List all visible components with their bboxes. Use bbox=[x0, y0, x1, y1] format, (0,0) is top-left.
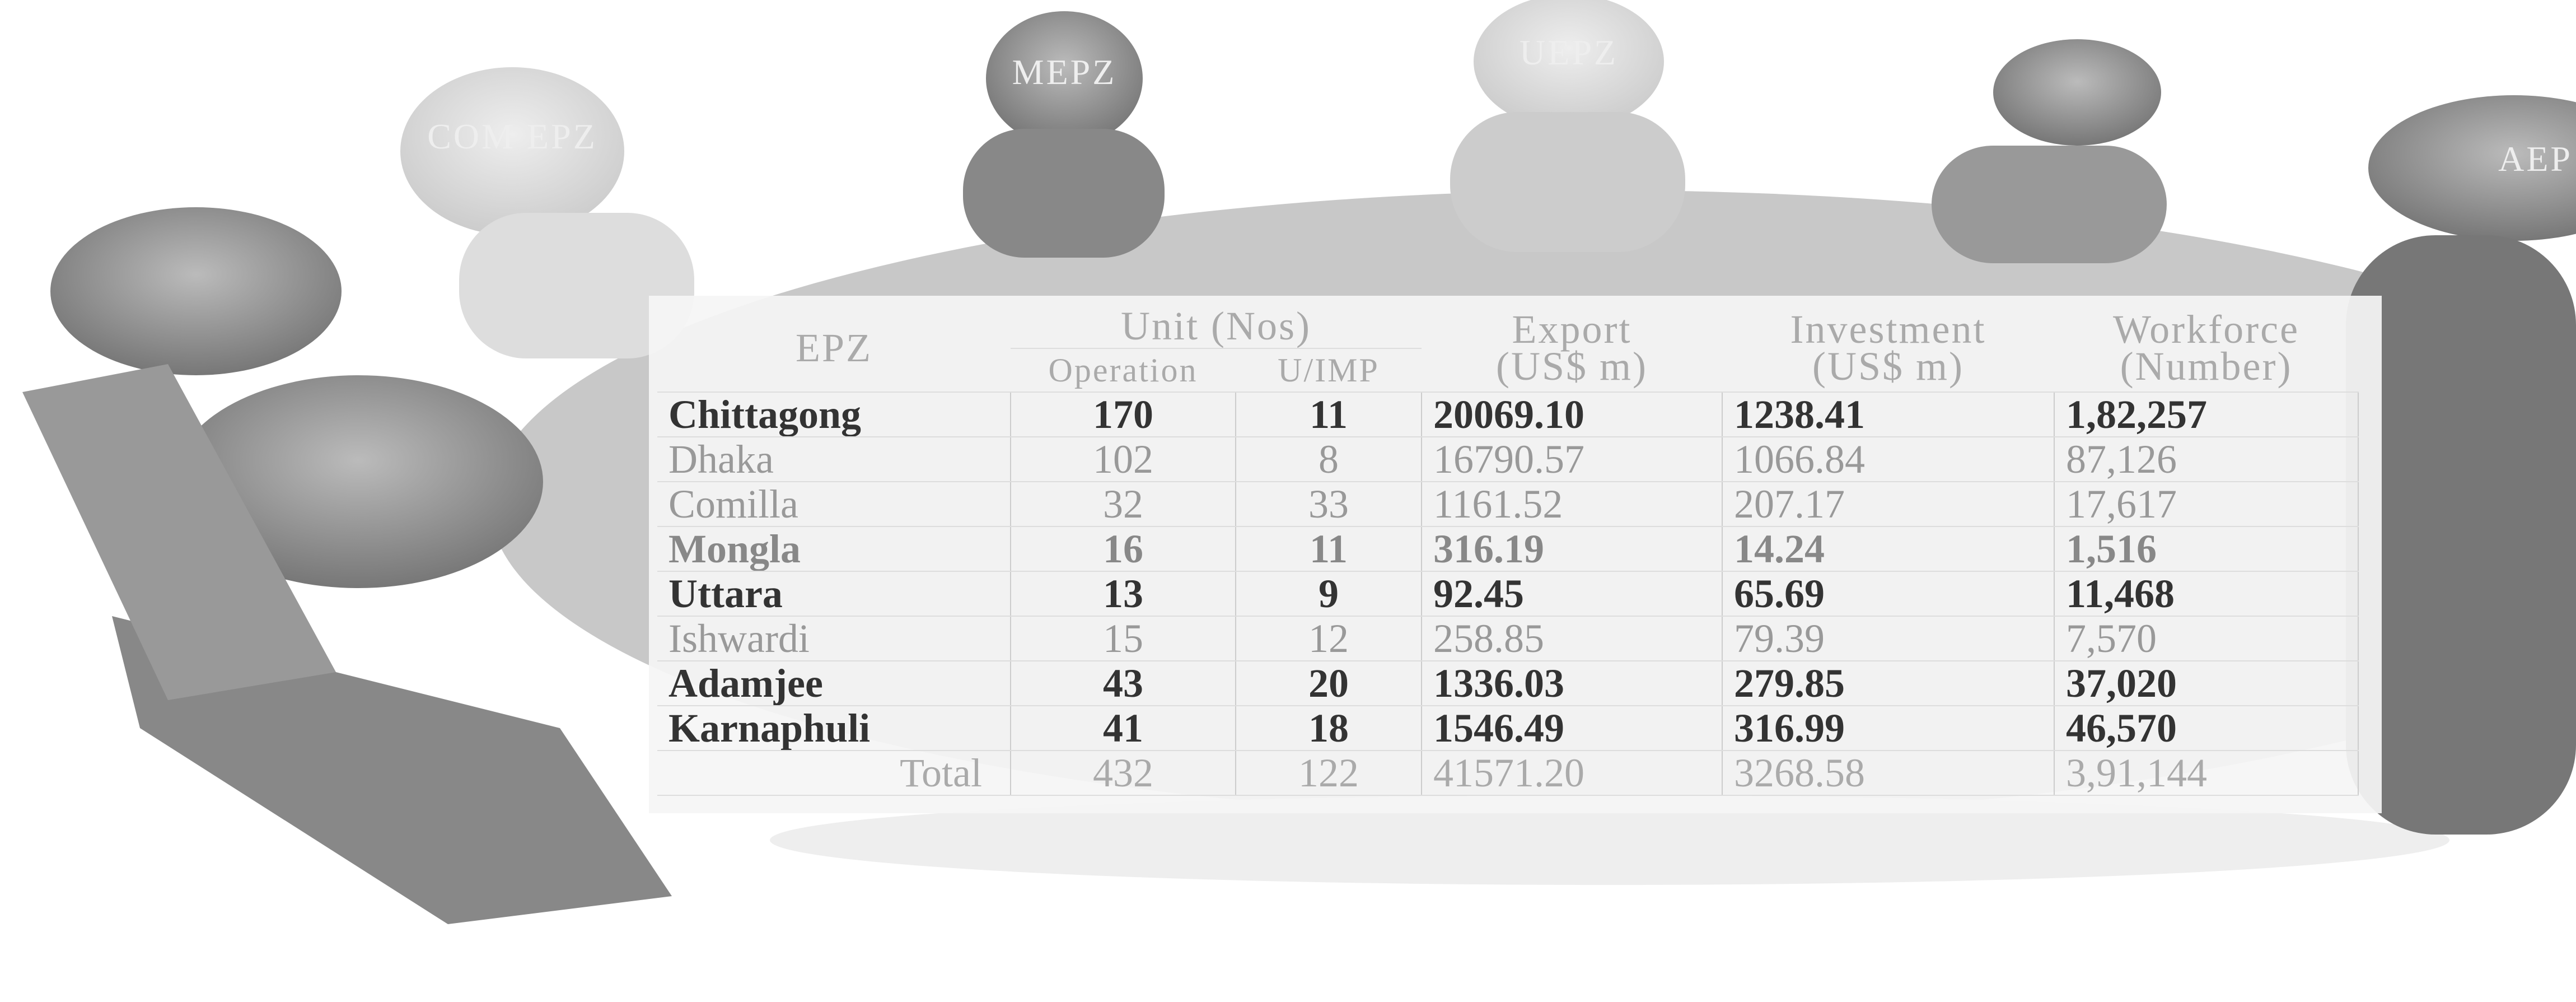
figure-head bbox=[50, 207, 342, 375]
table-panel: EPZ Unit (Nos) Export (US$ m) Investment(… bbox=[649, 296, 2382, 813]
table-cell: 15 bbox=[1011, 616, 1236, 661]
table-cell: 1,516 bbox=[2054, 526, 2359, 572]
header-investment: Investment (US$ m) bbox=[1722, 304, 2055, 393]
figure-head bbox=[1474, 0, 1664, 129]
figure-body bbox=[963, 129, 1165, 258]
table-cell: 11 bbox=[1236, 392, 1423, 437]
figure-head bbox=[174, 375, 543, 588]
header-epz: EPZ bbox=[657, 304, 1011, 393]
table-cell: 46,570 bbox=[2054, 706, 2359, 751]
table-cell: 316.19 bbox=[1422, 526, 1723, 572]
figure-head bbox=[400, 67, 624, 235]
table-cell: Uttara bbox=[657, 571, 1011, 617]
table-cell: 3268.58 bbox=[1722, 751, 2055, 796]
table-cell: 43 bbox=[1011, 661, 1236, 706]
table-row: Chittagong 170 11 20069.10 1238.41 1,82,257 bbox=[657, 392, 2359, 437]
table-cell: 1238.41 bbox=[1722, 392, 2055, 437]
table-cell: 13 bbox=[1011, 571, 1236, 617]
header-line: Export bbox=[1512, 307, 1632, 352]
figure-label: COM EPZ bbox=[427, 116, 597, 156]
table-cell: 9 bbox=[1236, 571, 1423, 617]
header-line: (Number) bbox=[2120, 344, 2293, 389]
table-cell: 102 bbox=[1011, 437, 1236, 482]
table-cell: 41571.20 bbox=[1422, 751, 1723, 796]
table-cell: 7,570 bbox=[2054, 616, 2359, 661]
table-row: Dhaka 102 8 16790.57 1066.84 87,126 bbox=[657, 437, 2359, 482]
table-cell: 87,126 bbox=[2054, 437, 2359, 482]
table-cell: 18 bbox=[1236, 706, 1423, 751]
table-cell: 92.45 bbox=[1422, 571, 1723, 617]
table-cell: 41 bbox=[1011, 706, 1236, 751]
chair bbox=[112, 616, 672, 924]
table-cell: Total bbox=[657, 751, 1011, 796]
table-cell: Comilla bbox=[657, 482, 1011, 527]
table-cell: Dhaka bbox=[657, 437, 1011, 482]
table-row: Ishwardi 15 12 258.85 79.39 7,570 bbox=[657, 616, 2359, 661]
table-cell: Chittagong bbox=[657, 392, 1011, 437]
header-line: (US$ m) bbox=[1496, 344, 1648, 389]
figure-label: AEP bbox=[2498, 139, 2573, 179]
figure-label: MEPZ bbox=[1012, 52, 1117, 92]
table-cell: 20069.10 bbox=[1422, 392, 1723, 437]
figure-head bbox=[1993, 39, 2161, 146]
table-cell: 20 bbox=[1236, 661, 1423, 706]
shadow bbox=[770, 795, 2449, 885]
figure-body bbox=[1450, 112, 1685, 252]
table-cell: 316.99 bbox=[1722, 706, 2055, 751]
figure-body bbox=[459, 213, 694, 358]
table-body: Chittagong 170 11 20069.10 1238.41 1,82,257 Dh… bbox=[657, 392, 2359, 796]
figure-body bbox=[2346, 235, 2576, 835]
table-cell: 32 bbox=[1011, 482, 1236, 527]
table-cell: 122 bbox=[1236, 751, 1423, 796]
table-cell: 258.85 bbox=[1422, 616, 1723, 661]
figure-body bbox=[1932, 146, 2167, 263]
table-cell: 1,82,257 bbox=[2054, 392, 2359, 437]
table-cell: 207.17 bbox=[1722, 482, 2055, 527]
table-row: Total 432 122 41571.20 3268.58 3,91,144 bbox=[657, 751, 2359, 796]
figure-label: UEPZ bbox=[1520, 32, 1618, 72]
table-row: Uttara 13 9 92.45 65.69 11,468 bbox=[657, 571, 2359, 617]
table-row: Mongla 16 11 316.19 14.24 1,516 bbox=[657, 526, 2359, 572]
table-cell: 3,91,144 bbox=[2054, 751, 2359, 796]
table-cell: 432 bbox=[1011, 751, 1236, 796]
table-cell: 1161.52 bbox=[1422, 482, 1723, 527]
table-cell: 16790.57 bbox=[1422, 437, 1723, 482]
table-cell: 11 bbox=[1236, 526, 1423, 572]
figure-head bbox=[986, 11, 1143, 146]
table-cell: 279.85 bbox=[1722, 661, 2055, 706]
table-cell: 1336.03 bbox=[1422, 661, 1723, 706]
chair bbox=[22, 364, 336, 700]
table-cell: 33 bbox=[1236, 482, 1423, 527]
table-cell: 8 bbox=[1236, 437, 1423, 482]
table-row: Adamjee 43 20 1336.03 279.85 37,020 bbox=[657, 661, 2359, 706]
header-unit: Unit (Nos) bbox=[1011, 304, 1422, 349]
table-cell: Mongla bbox=[657, 526, 1011, 572]
table-cell: 11,468 bbox=[2054, 571, 2359, 617]
figure-head bbox=[2368, 95, 2576, 241]
table-cell: 14.24 bbox=[1722, 526, 2055, 572]
table-cell: 16 bbox=[1011, 526, 1236, 572]
table-cell: 79.39 bbox=[1722, 616, 2055, 661]
table-cell: 1546.49 bbox=[1422, 706, 1723, 751]
epz-table: EPZ Unit (Nos) Export (US$ m) Investment(… bbox=[657, 304, 2359, 796]
header-line: (US$ m) bbox=[1812, 344, 1965, 389]
table-row: Karnaphuli 41 18 1546.49 316.99 46,570 bbox=[657, 706, 2359, 751]
table-cell: 1066.84 bbox=[1722, 437, 2055, 482]
table-cell: 12 bbox=[1236, 616, 1423, 661]
header-uimp: U/IMP bbox=[1236, 348, 1422, 393]
table-cell: Karnaphuli bbox=[657, 706, 1011, 751]
header-workforce: Workforce (Number) bbox=[2054, 304, 2359, 393]
header-line: Investment bbox=[1790, 307, 1986, 352]
table-cell: 65.69 bbox=[1722, 571, 2055, 617]
header-line: Workforce bbox=[2112, 307, 2300, 352]
header-operation: Operation bbox=[1011, 348, 1236, 393]
table-row: Comilla 32 33 1161.52 207.17 17,617 bbox=[657, 482, 2359, 527]
header-export: Export (US$ m) bbox=[1422, 304, 1723, 393]
table-cell: 170 bbox=[1011, 392, 1236, 437]
table-cell: 37,020 bbox=[2054, 661, 2359, 706]
table-cell: Adamjee bbox=[657, 661, 1011, 706]
table-cell: Ishwardi bbox=[657, 616, 1011, 661]
table-cell: 17,617 bbox=[2054, 482, 2359, 527]
